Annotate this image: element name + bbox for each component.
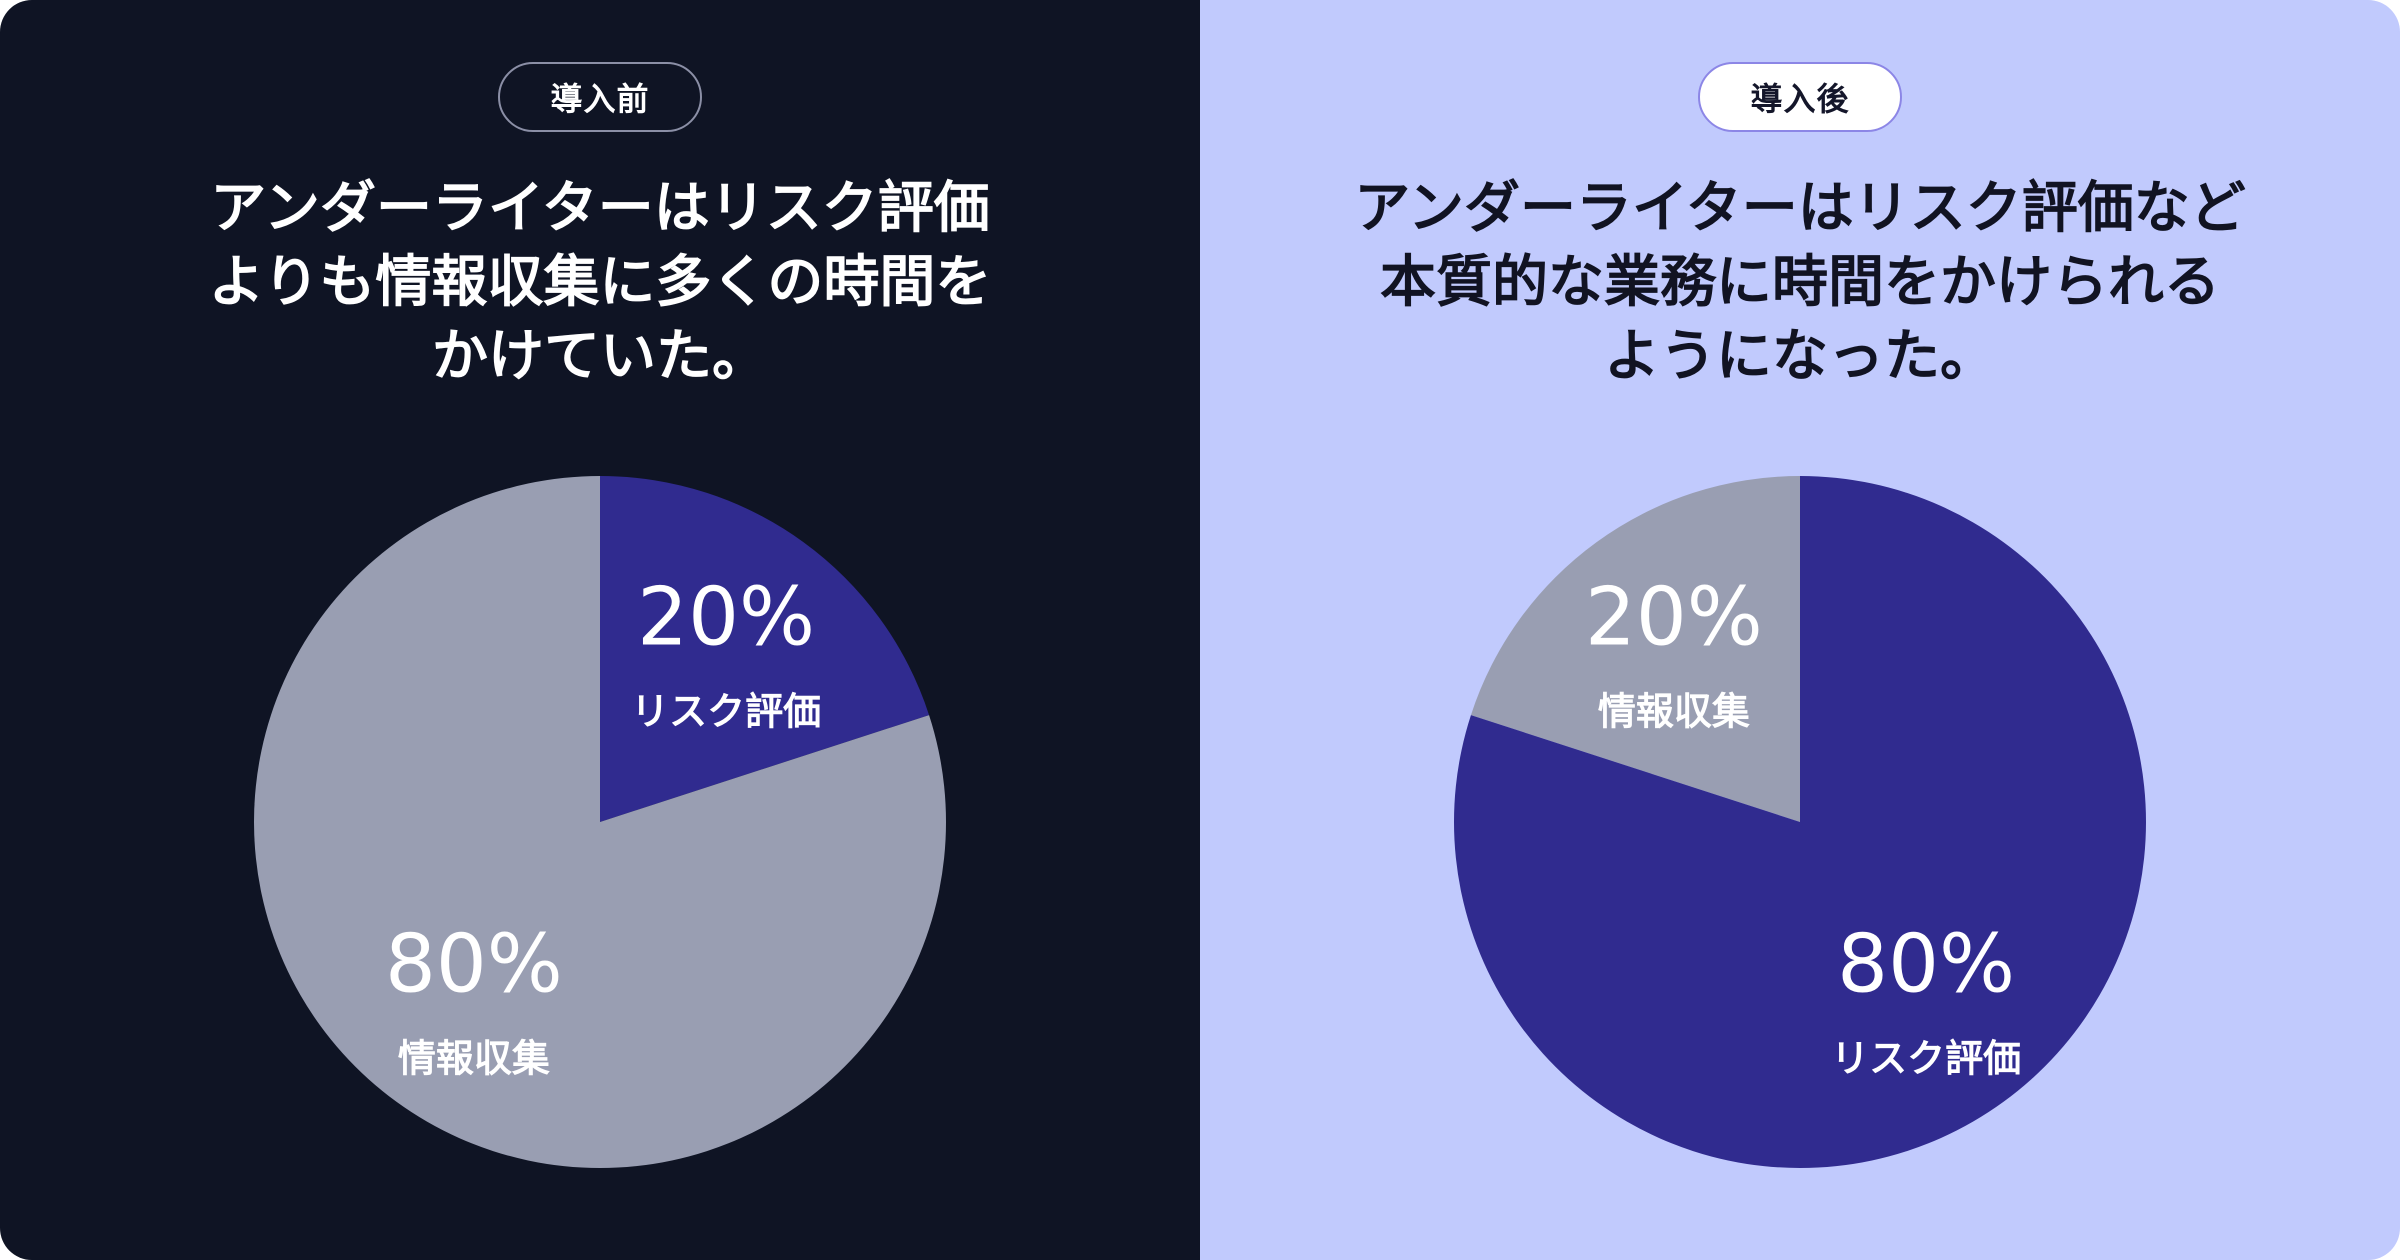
before-headline-line: かけていた。 — [432, 324, 768, 389]
slice-category-label: リスク評価 — [1831, 1037, 2021, 1081]
slice-category-label: 情報収集 — [398, 1037, 550, 1081]
after-headline-line: アンダーライターはリスク評価など — [1354, 176, 2246, 241]
before-pie-chart: 20% リスク評価 80% 情報収集 — [253, 476, 946, 1168]
before-headline-line: アンダーライターはリスク評価 — [210, 176, 990, 241]
slice-percentage-label: 80% — [1837, 918, 2015, 1011]
pie-slice — [600, 476, 930, 822]
before-headline: アンダーライターはリスク評価 よりも情報収集に多くの時間を かけていた。 — [0, 172, 1200, 394]
after-pie-chart: 20% 情報収集 80% リスク評価 — [1454, 476, 2146, 1169]
slice-category-label: 情報収集 — [1598, 689, 1750, 733]
slice-percentage-label: 20% — [637, 570, 815, 663]
slice-category-label: リスク評価 — [631, 689, 821, 733]
pie-slice — [1454, 476, 2146, 1169]
after-panel: 導入後 アンダーライターはリスク評価など 本質的な業務に時間をかけられる ように… — [1200, 0, 2400, 1260]
pie-slice — [1470, 476, 1800, 822]
after-badge: 導入後 — [1698, 62, 1902, 132]
after-headline: アンダーライターはリスク評価など 本質的な業務に時間をかけられる ようになった。 — [1200, 172, 2400, 394]
slice-percentage-label: 80% — [385, 918, 563, 1011]
before-badge: 導入前 — [498, 62, 702, 132]
before-panel: 導入前 アンダーライターはリスク評価 よりも情報収集に多くの時間を かけていた。… — [0, 0, 1200, 1260]
before-headline-line: よりも情報収集に多くの時間を — [208, 250, 992, 315]
after-headline-line: 本質的な業務に時間をかけられる — [1380, 250, 2220, 315]
pie-slice — [253, 476, 946, 1168]
slice-percentage-label: 20% — [1585, 570, 1763, 663]
after-headline-line: ようになった。 — [1604, 324, 1996, 389]
